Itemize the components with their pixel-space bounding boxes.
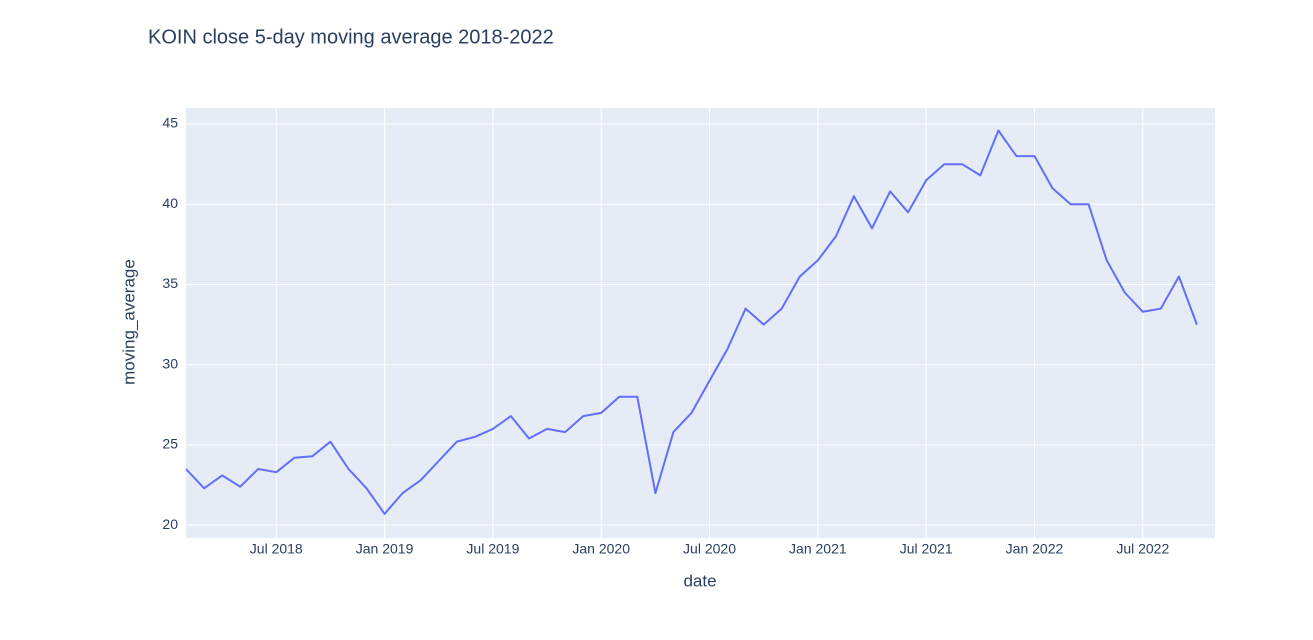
y-tick-label: 20	[162, 516, 178, 532]
x-axis-title: date	[683, 571, 716, 590]
chart-title: KOIN close 5-day moving average 2018-202…	[148, 26, 554, 48]
x-tick-label: Jan 2021	[789, 541, 847, 557]
y-tick-label: 40	[162, 195, 178, 211]
line	[185, 129, 1198, 515]
x-tick-label: Jul 2022	[1116, 541, 1169, 557]
x-tick-label: Jul 2021	[900, 541, 953, 557]
marks	[185, 129, 1198, 515]
y-tick-label: 45	[162, 115, 178, 131]
y-tick-label: 25	[162, 436, 178, 452]
y-tick-label: 30	[162, 355, 178, 371]
x-tick-label: Jul 2019	[466, 541, 519, 557]
x-tick-label: Jul 2018	[250, 541, 303, 557]
y-axis-title: moving_average	[119, 259, 138, 385]
grid	[186, 108, 1215, 538]
x-tick-label: Jan 2019	[356, 541, 414, 557]
plot-area	[186, 108, 1215, 538]
y-tick-label: 35	[162, 275, 178, 291]
x-tick-label: Jan 2020	[572, 541, 630, 557]
x-tick-label: Jul 2020	[683, 541, 736, 557]
x-tick-label: Jan 2022	[1006, 541, 1064, 557]
